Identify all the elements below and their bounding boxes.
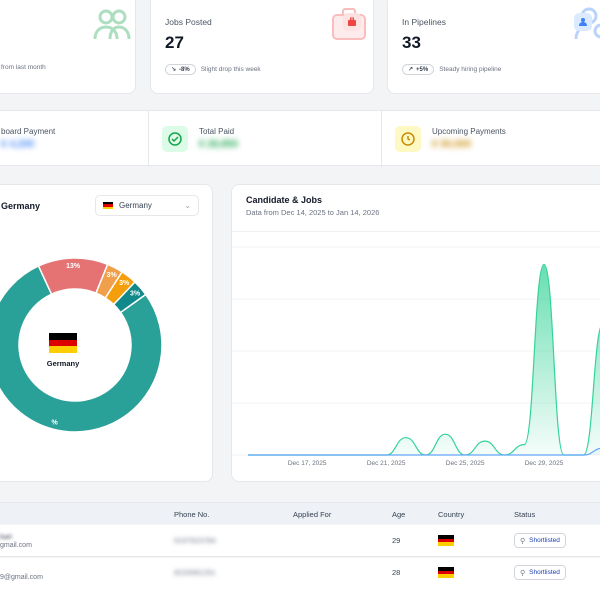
stat-trend: from last month [1,64,46,71]
payment-label: Total Paid [199,127,235,136]
payments-card: board Payment € 4,200 Total Paid € 26,85… [0,110,600,167]
chevron-down-icon: ⌄ [184,201,191,210]
country-distribution-card: Germany Germany ⌄ % 13% 3% 3% 3% Germany [0,184,213,482]
stat-card-jobs-posted: Jobs Posted 27 ↘ -8% Slight drop this wee… [150,0,374,94]
trend-badge: ↘ -8% [165,64,196,75]
column-header-phone[interactable]: Phone No. [174,510,210,519]
check-circle-icon [162,126,188,152]
germany-flag-icon [49,333,77,353]
donut-center-label: Germany [46,359,80,368]
candidate-name: kari [0,532,13,541]
payment-label: board Payment [1,127,56,136]
payment-value: € 4,200 [1,139,35,150]
donut-chart: %13%3%3%3% [0,257,163,433]
chart-title: Candidate & Jobs [246,195,323,205]
table-row[interactable]: kari gmail.com 9197923784 29 ⚲ Shortlist… [0,525,600,557]
donut-segment-label: 3% [107,272,118,279]
table-header: Phone No. Applied For Age Country Status [0,502,600,524]
donut-segment-label: 3% [130,290,141,297]
payment-value: € 26,850 [199,139,238,150]
payment-label: Upcoming Payments [432,127,506,136]
candidate-email: 9@gmail.com [0,574,43,581]
x-tick-label: Dec 29, 2025 [525,460,564,467]
stat-label: Jobs Posted [165,17,212,27]
series-line [248,447,600,456]
stat-value: 33 [402,33,421,52]
germany-flag-icon [438,567,454,578]
column-header-age[interactable]: Age [392,510,406,519]
dropdown-value: Germany [119,201,152,210]
briefcase-badge-icon [343,13,361,31]
donut-segment[interactable] [112,280,147,314]
divider [381,111,382,167]
user-badge-icon [574,13,592,31]
x-tick-label: Dec 21, 2025 [367,460,406,467]
donut-segment-label: % [52,419,59,426]
candidate-phone: 8220081251 [174,568,216,577]
candidate-phone: 9197923784 [174,536,216,545]
payment-value: € 50,000 [432,139,471,150]
divider [148,111,149,167]
column-header-status[interactable]: Status [514,510,536,519]
donut-segment-label: 3% [119,280,130,287]
donut-segment[interactable] [0,265,163,433]
donut-title: Germany [1,201,41,211]
stat-label: In Pipelines [402,17,446,27]
germany-flag-icon [438,535,454,546]
candidate-email: gmail.com [0,542,32,549]
clock-icon [395,126,421,152]
chart-subtitle: Data from Dec 14, 2025 to Jan 14, 2026 [246,208,380,217]
candidate-jobs-card: Candidate & Jobs Data from Dec 14, 2025 … [231,184,600,482]
germany-flag-icon [103,202,113,209]
stat-value: 27 [165,33,184,52]
stat-card-in-pipelines: In Pipelines 33 ↗ +5% Steady hiring pipel… [387,0,600,94]
country-dropdown[interactable]: Germany ⌄ [95,195,199,216]
users-icon [93,9,131,40]
stat-trend: ↗ +5% Steady hiring pipeline [402,64,501,75]
area-chart: Dec 17, 2025 Dec 21, 2025 Dec 25, 2025 Dec … [232,246,600,467]
candidate-age: 28 [392,568,401,577]
column-header-country[interactable]: Country [438,510,465,519]
series-area [248,264,600,455]
status-badge[interactable]: ⚲ Shortlisted [514,565,566,580]
stat-trend: ↘ -8% Slight drop this week [165,64,261,75]
donut-segment-label: 13% [66,263,81,270]
table-row[interactable]: 9@gmail.com 8220081251 28 ⚲ Shortlisted [0,558,600,589]
column-header-applied-for[interactable]: Applied For [293,510,332,519]
chart-divider [232,231,600,232]
shortlist-icon: ⚲ [520,537,526,545]
x-tick-label: Dec 17, 2025 [288,460,327,467]
stat-card-candidates: from last month [0,0,136,94]
x-tick-label: Dec 25, 2025 [446,460,485,467]
status-badge[interactable]: ⚲ Shortlisted [514,533,566,548]
trend-badge: ↗ +5% [402,64,435,75]
candidate-age: 29 [392,536,401,545]
shortlist-icon: ⚲ [520,569,526,577]
